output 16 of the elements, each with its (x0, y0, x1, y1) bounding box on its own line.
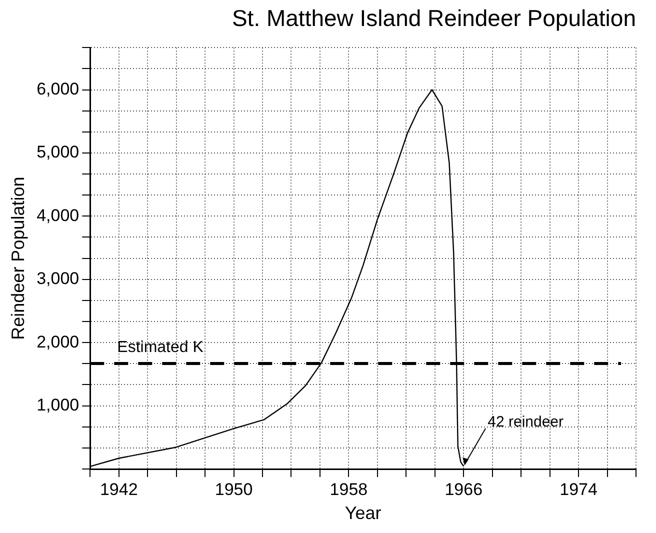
ref-line-label: Estimated K (117, 338, 204, 356)
y-tick-label: 1,000 (36, 395, 80, 414)
x-tick-label: 1958 (330, 480, 368, 499)
y-tick-label: 5,000 (36, 142, 80, 162)
y-tick-label: 2,000 (36, 332, 80, 352)
x-axis-title: Year (344, 503, 382, 524)
x-tick-label: 1942 (100, 480, 138, 499)
x-tick-label: 1966 (444, 480, 483, 499)
annotation: 42 reindeer (488, 413, 564, 430)
y-axis-title: Reindeer Population (8, 176, 28, 340)
y-tick-label: 6,000 (36, 79, 80, 98)
x-tick-label: 1950 (214, 480, 253, 499)
y-tick-label: 3,000 (36, 269, 80, 288)
chart-title: St. Matthew Island Reindeer Population (232, 5, 636, 32)
x-tick-label: 1974 (560, 480, 598, 499)
y-tick-label: 4,000 (36, 206, 80, 225)
